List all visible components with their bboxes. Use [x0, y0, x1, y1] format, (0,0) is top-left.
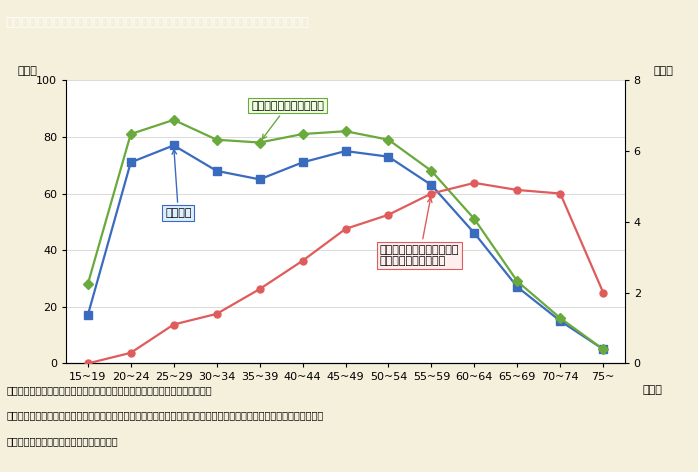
Text: 労働力率: 労働力率: [165, 150, 192, 218]
Text: （歳）: （歳）: [642, 385, 662, 395]
Text: （％）: （％）: [18, 66, 38, 76]
Text: 従業者，内職者は含まない。: 従業者，内職者は含まない。: [7, 437, 119, 447]
Text: （備考）　１．総務省「労働力調査（詳細集計）」（平成２２年）より作成。: （備考） １．総務省「労働力調査（詳細集計）」（平成２２年）より作成。: [7, 385, 213, 395]
Text: 労働力率＋就業希望者率: 労働力率＋就業希望者率: [251, 101, 324, 139]
Text: （％）: （％）: [653, 66, 673, 76]
Text: 第１－２－７図　女性の労働力率及び女性の各年齢階級人口に対する自営業主の比率: 第１－２－７図 女性の労働力率及び女性の各年齢階級人口に対する自営業主の比率: [6, 16, 310, 29]
Text: 自営業主の年齢階級人口に
対する比率（右目盛）: 自営業主の年齢階級人口に 対する比率（右目盛）: [380, 198, 459, 266]
Text: ２．年齢階級ごとの１５歳以上人口に占める労働力人口及び自営業主の割合を示している。自営業主には家族: ２．年齢階級ごとの１５歳以上人口に占める労働力人口及び自営業主の割合を示している…: [7, 411, 325, 421]
